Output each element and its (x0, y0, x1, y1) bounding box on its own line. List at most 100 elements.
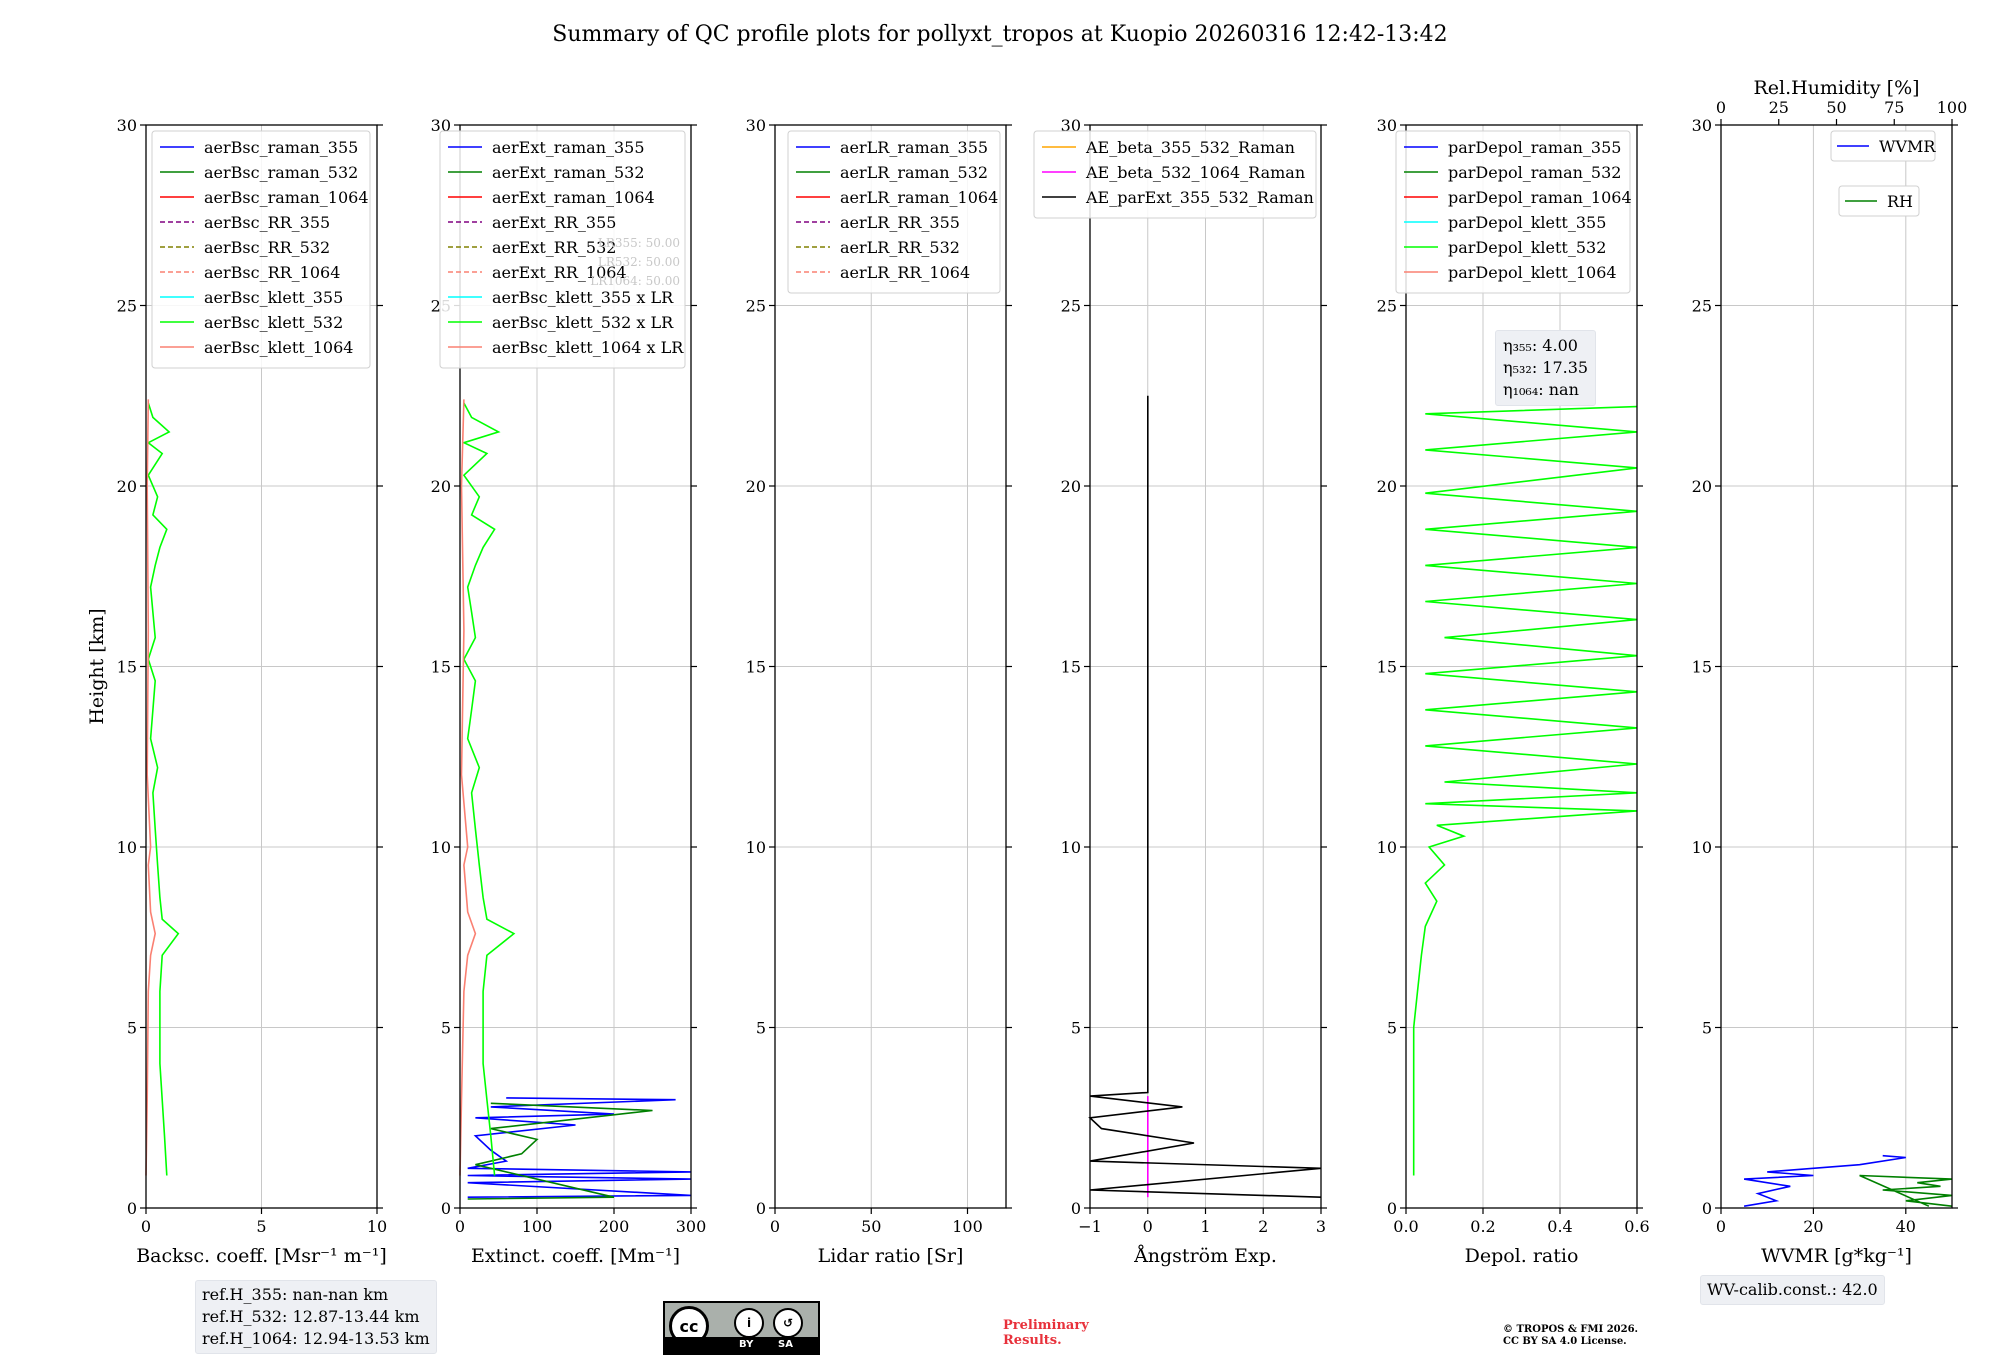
y-tick-label: 10 (1377, 838, 1397, 857)
legend-label-parDepol_raman_532: parDepol_raman_532 (1448, 163, 1621, 182)
x-tick-label: −1 (1078, 1217, 1102, 1236)
x-tick-label: 50 (861, 1217, 881, 1236)
y-tick-label: 15 (1377, 658, 1397, 677)
y-tick-label: 5 (441, 1019, 451, 1038)
legend-label-AE_beta_532_1064_Raman: AE_beta_532_1064_Raman (1085, 163, 1305, 182)
y-tick-label: 15 (117, 658, 137, 677)
x-tick-label: 3 (1316, 1217, 1326, 1236)
reference-height-box: ref.H_355: nan-nan km ref.H_532: 12.87-1… (195, 1280, 437, 1354)
legend (439, 130, 686, 369)
legend-label-aerBsc_raman_355: aerBsc_raman_355 (204, 138, 358, 157)
y-tick-label: 0 (1702, 1199, 1712, 1218)
legend-label-aerBsc_klett_532 x LR: aerBsc_klett_532 x LR (492, 313, 674, 332)
y-tick-label: 20 (117, 477, 137, 496)
legend-label-aerLR_raman_355: aerLR_raman_355 (840, 138, 988, 157)
y-tick-label: 30 (117, 116, 137, 135)
x-tick-label: 0 (1716, 1217, 1726, 1236)
legend-label-aerExt_raman_1064: aerExt_raman_1064 (492, 188, 655, 207)
y-tick-label: 20 (746, 477, 766, 496)
x2-axis-label: Rel.Humidity [%] (1753, 77, 1919, 99)
legend-label-aerExt_RR_1064: aerExt_RR_1064 (492, 263, 627, 282)
x2-tick-label: 50 (1826, 98, 1846, 117)
legend-label-aerExt_RR_532: aerExt_RR_532 (492, 238, 616, 257)
x2-tick-label: 100 (1937, 98, 1968, 117)
ref-height-532: ref.H_532: 12.87-13.44 km (202, 1307, 420, 1326)
y-tick-label: 0 (756, 1199, 766, 1218)
legend-label-aerLR_raman_1064: aerLR_raman_1064 (840, 188, 998, 207)
y-tick-label: 30 (746, 116, 766, 135)
y-tick-label: 15 (746, 658, 766, 677)
legend-label-parDepol_raman_355: parDepol_raman_355 (1448, 138, 1621, 157)
series-line-aerExt_raman_355 (467, 1097, 692, 1198)
legend-label-aerBsc_klett_355 x LR: aerBsc_klett_355 x LR (492, 288, 674, 307)
y-tick-label: 5 (756, 1019, 766, 1038)
y-tick-label: 25 (746, 297, 766, 316)
x-tick-label: 200 (599, 1217, 630, 1236)
series-line-RH (1859, 1174, 1953, 1207)
x-axis-label: Extinct. coeff. [Mm⁻¹] (471, 1245, 680, 1267)
y-tick-label: 15 (1061, 658, 1081, 677)
y-tick-label: 25 (1377, 297, 1397, 316)
series-line-aerBsc_klett_1064 x LR (459, 399, 477, 1176)
y-tick-label: 20 (1692, 477, 1712, 496)
legend-label-parDepol_klett_355: parDepol_klett_355 (1448, 213, 1606, 232)
copyright-note: © TROPOS & FMI 2026. CC BY SA 4.0 Licens… (1503, 1324, 1638, 1348)
x-tick-label: 0.6 (1624, 1217, 1649, 1236)
legend-label-RH: RH (1887, 192, 1913, 211)
eta-info-box: η₃₅₅: 4.00 η₅₃₂: 17.35 η₁₀₆₄: nan (1495, 330, 1597, 406)
lidar-ratio-note: LR532: 50.00 (598, 255, 680, 269)
y-tick-label: 20 (431, 477, 451, 496)
y-tick-label: 5 (1702, 1019, 1712, 1038)
x-tick-label: 0 (1143, 1217, 1153, 1236)
legend-label-aerBsc_klett_532: aerBsc_klett_532 (204, 313, 343, 332)
y-tick-label: 0 (127, 1199, 137, 1218)
legend-label-aerBsc_klett_1064: aerBsc_klett_1064 (204, 338, 353, 357)
x-tick-label: 0 (770, 1217, 780, 1236)
y-tick-label: 25 (1692, 297, 1712, 316)
y-tick-label: 25 (1061, 297, 1081, 316)
legend-label-aerBsc_klett_355: aerBsc_klett_355 (204, 288, 343, 307)
legend-label-aerBsc_RR_355: aerBsc_RR_355 (204, 213, 330, 232)
series-line-aerBsc_klett_532 x LR (461, 402, 516, 1176)
share-alike-icon: ↺ (773, 1308, 803, 1338)
legend (1395, 130, 1631, 294)
legend-box (439, 130, 686, 369)
x-tick-label: 10 (367, 1217, 387, 1236)
legend-label-aerExt_RR_355: aerExt_RR_355 (492, 213, 616, 232)
series-line-AE_parExt_355_532_Raman (1088, 395, 1322, 1198)
legend-label-WVMR: WVMR (1879, 137, 1936, 156)
ref-height-1064: ref.H_1064: 12.94-13.53 km (202, 1329, 430, 1348)
lidar-ratio-note: LR1064: 50.00 (590, 274, 680, 288)
legend-label-AE_beta_355_532_Raman: AE_beta_355_532_Raman (1085, 138, 1295, 157)
y-tick-label: 30 (1377, 116, 1397, 135)
y-tick-label: 5 (127, 1019, 137, 1038)
legend-box (151, 130, 371, 369)
license-band (665, 1337, 818, 1353)
y-tick-label: 20 (1377, 477, 1397, 496)
legend-box (1838, 185, 1920, 217)
x-tick-label: 0.4 (1547, 1217, 1572, 1236)
y-tick-label: 0 (441, 1199, 451, 1218)
y-tick-label: 5 (1387, 1019, 1397, 1038)
figure-title: Summary of QC profile plots for pollyxt_… (552, 22, 1448, 47)
y-tick-label: 20 (1061, 477, 1081, 496)
y-tick-label: 0 (1387, 1199, 1397, 1218)
y-tick-label: 15 (431, 658, 451, 677)
y-tick-label: 30 (431, 116, 451, 135)
x-tick-label: 5 (256, 1217, 266, 1236)
copyright-line-1: © TROPOS & FMI 2026. (1503, 1324, 1639, 1335)
y-tick-label: 30 (1692, 116, 1712, 135)
x-tick-label: 40 (1896, 1217, 1916, 1236)
x-tick-label: 0 (141, 1217, 151, 1236)
x-tick-label: 1 (1200, 1217, 1210, 1236)
x-tick-label: 0 (455, 1217, 465, 1236)
legend (1830, 130, 1936, 217)
legend-box (1033, 130, 1317, 219)
legend-label-aerBsc_RR_1064: aerBsc_RR_1064 (204, 263, 340, 282)
y-tick-label: 10 (1061, 838, 1081, 857)
legend-label-aerBsc_raman_1064: aerBsc_raman_1064 (204, 188, 369, 207)
wv-calibration-box: WV-calib.const.: 42.0 (1700, 1275, 1885, 1305)
x-axis-label: Lidar ratio [Sr] (818, 1245, 964, 1267)
series-line-aerBsc_klett_1064 (145, 399, 157, 1176)
